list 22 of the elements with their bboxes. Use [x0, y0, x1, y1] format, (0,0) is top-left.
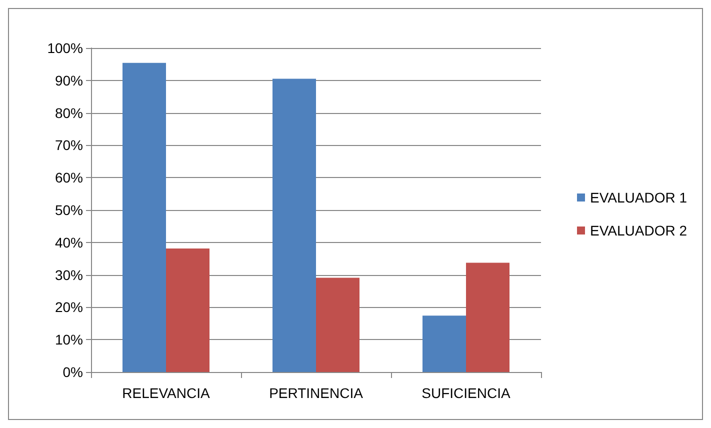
bar [422, 316, 466, 372]
y-tick-label: 90% [54, 72, 83, 88]
y-tick-label: 70% [54, 137, 83, 154]
x-tick-label: SUFICIENCIA [422, 385, 511, 401]
y-tick-label: 0% [62, 364, 83, 380]
x-tick-label: RELEVANCIA [122, 385, 210, 401]
y-tick-label: 50% [54, 202, 83, 218]
y-tick-label: 30% [54, 266, 83, 283]
y-tick-label: 20% [54, 299, 83, 316]
bar [166, 248, 210, 372]
legend-label: EVALUADOR 2 [590, 222, 688, 238]
bar [272, 78, 316, 372]
y-tick-label: 10% [54, 332, 83, 348]
x-tick-label: PERTINENCIA [269, 385, 364, 401]
bar [316, 278, 360, 372]
y-tick-label: 60% [54, 170, 83, 186]
y-tick-label: 100% [47, 40, 83, 56]
y-tick-label: 40% [54, 234, 83, 250]
y-tick-label: 80% [54, 104, 83, 121]
bar [466, 262, 510, 372]
legend-label: EVALUADOR 1 [590, 190, 688, 206]
bar [122, 62, 166, 372]
